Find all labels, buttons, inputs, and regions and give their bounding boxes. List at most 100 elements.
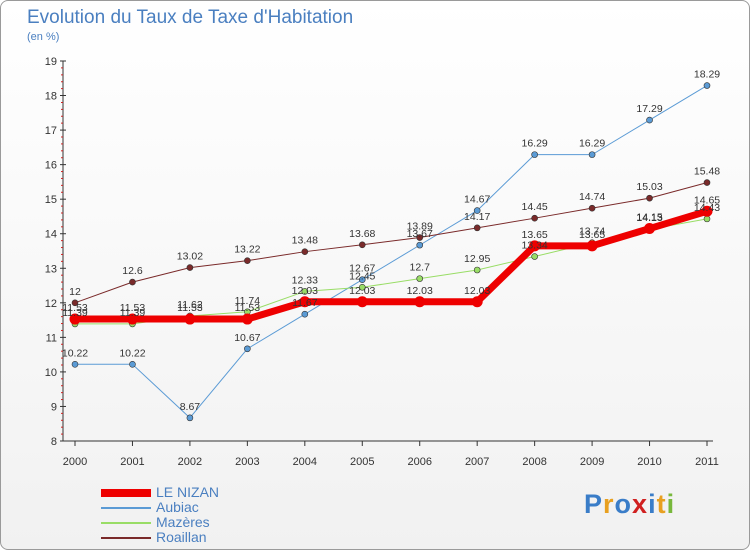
y-tick-label: 13 — [45, 263, 57, 275]
x-tick-label: 2009 — [580, 456, 604, 468]
x-tick-label: 2002 — [178, 456, 202, 468]
data-label: 12 — [69, 286, 81, 298]
data-point — [129, 278, 136, 286]
y-tick-label: 15 — [45, 194, 57, 206]
data-label: 11.74 — [235, 295, 261, 307]
data-point — [416, 275, 424, 282]
data-point — [358, 241, 366, 249]
data-label: 16.29 — [579, 138, 605, 150]
y-tick-label: 17 — [45, 125, 57, 137]
x-tick-label: 2008 — [522, 456, 546, 468]
legend-label: Aubiac — [156, 499, 199, 515]
data-label: 11.53 — [120, 302, 146, 314]
y-tick-label: 9 — [51, 401, 57, 413]
data-label: 13.34 — [521, 240, 547, 252]
data-label: 14.65 — [694, 194, 720, 206]
data-label: 11.53 — [177, 302, 203, 314]
legend-swatch — [101, 522, 151, 524]
x-tick-label: 2006 — [407, 456, 431, 468]
data-label: 17.29 — [636, 103, 662, 115]
data-label: 15.48 — [694, 166, 720, 178]
data-point — [186, 414, 194, 422]
proxiti-logo: Proxiti — [584, 489, 675, 520]
data-label: 11.67 — [292, 297, 318, 309]
y-tick-label: 18 — [45, 91, 57, 103]
data-point — [529, 240, 541, 252]
legend-swatch — [101, 507, 151, 509]
data-label: 12.03 — [292, 285, 318, 297]
data-point — [69, 313, 81, 325]
x-tick-label: 2000 — [63, 456, 87, 468]
data-label: 11.39 — [120, 307, 146, 319]
data-point — [71, 299, 79, 307]
data-label: 18.29 — [694, 69, 720, 81]
data-label: 14.67 — [464, 194, 490, 206]
y-tick-label: 10 — [45, 367, 57, 379]
data-point — [244, 345, 251, 353]
data-label: 13.22 — [234, 244, 260, 256]
data-point — [586, 240, 598, 252]
data-point — [358, 283, 366, 291]
data-label: 14.15 — [636, 212, 662, 224]
data-label: 14.43 — [694, 202, 720, 214]
data-label: 10.67 — [234, 332, 260, 344]
data-point — [414, 296, 426, 308]
data-label: 12.33 — [292, 274, 318, 286]
data-label: 12.95 — [464, 253, 490, 265]
data-label: 13.65 — [579, 229, 605, 241]
legend-swatch — [101, 537, 151, 539]
data-point — [473, 266, 481, 274]
legend-label: LE NIZAN — [156, 484, 220, 500]
data-label: 11.53 — [235, 302, 261, 314]
logo-letter: P — [584, 489, 604, 519]
logo-letter: t — [656, 489, 667, 519]
data-label: 13.74 — [579, 226, 605, 238]
data-label: 13.02 — [177, 251, 203, 263]
series-line-roaillan — [74, 182, 708, 304]
data-label: 14.13 — [636, 212, 662, 224]
chart-title: Evolution du Taux de Taxe d'Habitation — [27, 7, 354, 28]
logo-letter: r — [603, 489, 615, 519]
data-point — [416, 234, 424, 241]
data-label: 16.29 — [521, 138, 547, 150]
data-point — [703, 82, 711, 89]
y-tick-label: 8 — [51, 436, 57, 448]
y-tick-label: 11 — [46, 332, 57, 344]
data-label: 12.7 — [410, 262, 431, 274]
data-point — [588, 151, 596, 158]
data-label: 10.22 — [62, 347, 88, 359]
data-point — [646, 116, 653, 124]
data-label: 13.68 — [349, 228, 375, 240]
x-tick-label: 2003 — [235, 456, 259, 468]
data-label: 11.39 — [62, 307, 88, 319]
logo-letter: i — [666, 489, 676, 519]
data-point — [531, 214, 538, 222]
data-point — [71, 361, 79, 368]
data-label: 10.22 — [119, 347, 145, 359]
data-point — [471, 296, 483, 308]
y-tick-label: 14 — [45, 229, 57, 241]
x-tick-label: 2001 — [120, 456, 144, 468]
logo-letter: x — [632, 489, 649, 519]
x-tick-label: 2011 — [695, 456, 719, 468]
data-label: 12.03 — [464, 285, 490, 297]
data-label: 12.67 — [349, 263, 375, 275]
legend-label: Roaillan — [156, 529, 207, 545]
data-label: 14.17 — [464, 211, 490, 223]
data-label: 11.62 — [177, 299, 203, 311]
series-line-mazères — [74, 218, 708, 325]
x-tick-label: 2004 — [293, 456, 317, 468]
data-point — [703, 179, 711, 186]
data-point — [701, 205, 713, 217]
data-point — [241, 313, 253, 325]
data-point — [644, 223, 656, 235]
data-point — [531, 151, 538, 158]
data-point — [358, 276, 366, 283]
data-label: 12.03 — [407, 285, 433, 297]
data-point — [473, 224, 481, 232]
data-label: 14.74 — [579, 191, 605, 203]
legend-swatch — [101, 489, 151, 497]
data-label: 11.53 — [62, 302, 88, 314]
data-point — [244, 257, 251, 264]
